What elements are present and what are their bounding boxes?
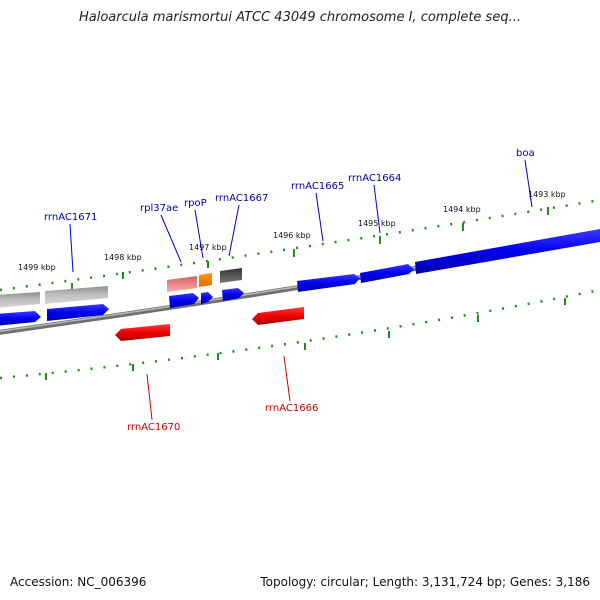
upper-scale-line: [0, 198, 600, 292]
map-title: Haloarcula marismortui ATCC 43049 chromo…: [79, 10, 521, 25]
gene-label-rrnAC1671[interactable]: rrnAC1671: [44, 212, 97, 223]
lower-major-ticks: [45, 298, 566, 380]
gene-label-rrnAC1665[interactable]: rrnAC1665: [291, 181, 344, 192]
gene-feature-rpl37ae[interactable]: [167, 276, 197, 292]
gene-arrow-boa[interactable]: [415, 229, 600, 274]
gene-feature-rpoP[interactable]: [199, 273, 212, 287]
gene-arrow-rrnAC1664[interactable]: [360, 264, 414, 283]
gene-arrow-forward[interactable]: [222, 288, 244, 301]
gene-feature-gray-2[interactable]: [45, 286, 108, 304]
gene-label-rrnAC1667[interactable]: rrnAC1667: [215, 193, 268, 204]
genome-summary-text: Topology: circular; Length: 3,131,724 bp…: [260, 575, 590, 589]
scale-label: 1498 kbp: [104, 253, 142, 262]
gene-feature-rrnAC1667[interactable]: [220, 268, 242, 283]
lower-scale-line: [0, 288, 600, 380]
gene-arrow-forward[interactable]: [47, 304, 109, 321]
gene-arrow-forward[interactable]: [0, 311, 41, 326]
gene-arrow-forward[interactable]: [169, 293, 199, 308]
gene-feature-gray-1[interactable]: [0, 292, 40, 308]
upper-major-ticks: [71, 207, 549, 289]
gene-label-rrnAC1664[interactable]: rrnAC1664: [348, 173, 401, 184]
scale-label: 1495 kbp: [358, 219, 396, 228]
gene-label-rrnAC1666[interactable]: rrnAC1666: [265, 403, 318, 414]
gene-arrow-forward[interactable]: [201, 292, 213, 304]
scale-label: 1497 kbp: [189, 243, 227, 252]
gene-arrow-rrnAC1670[interactable]: [115, 324, 170, 341]
scale-label: 1493 kbp: [528, 190, 566, 199]
accession-text: Accession: NC_006396: [10, 575, 147, 589]
gene-label-rpoP[interactable]: rpoP: [184, 198, 207, 209]
gene-label-rpl37ae[interactable]: rpl37ae: [140, 203, 178, 214]
scale-label: 1494 kbp: [443, 205, 481, 214]
scale-label: 1499 kbp: [18, 263, 56, 272]
gene-label-boa[interactable]: boa: [516, 148, 535, 159]
gene-arrow-rrnAC1666[interactable]: [252, 307, 304, 325]
scale-label: 1496 kbp: [273, 231, 311, 240]
gene-arrow-rrnAC1665[interactable]: [297, 274, 360, 292]
gene-label-rrnAC1670[interactable]: rrnAC1670: [127, 422, 180, 433]
